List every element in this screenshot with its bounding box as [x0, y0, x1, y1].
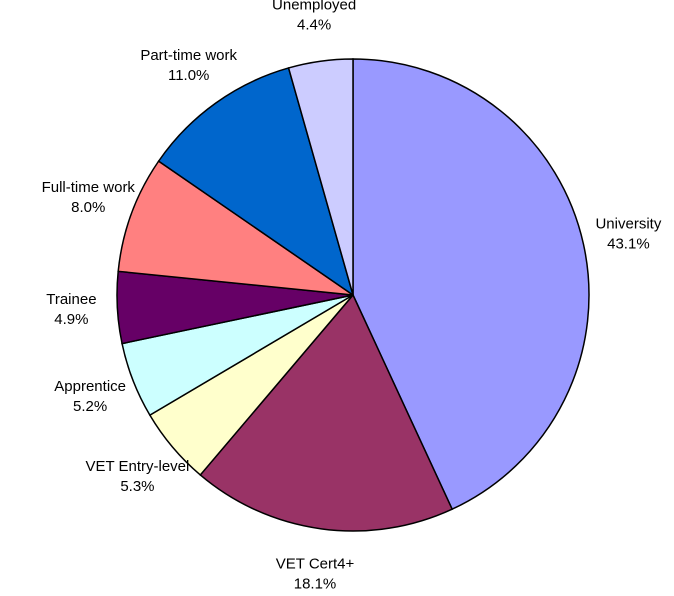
slice-label: VET Cert4+ [276, 555, 355, 572]
slice-value-label: 43.1% [607, 235, 650, 252]
pie-slice [199, 293, 454, 532]
slice-label: Unemployed [272, 0, 356, 14]
slice-label: Part-time work [140, 47, 237, 64]
slice-label: University [595, 215, 661, 232]
slice-value-label: 11.0% [168, 67, 209, 84]
slice-value-label: 8.0% [71, 199, 105, 216]
pie-slice [352, 58, 590, 511]
slice-label: Full-time work [42, 179, 136, 196]
slice-value-label: 18.1% [294, 575, 337, 591]
slice-label: Trainee [46, 291, 96, 308]
slice-value-label: 4.4% [297, 17, 331, 34]
slice-value-label: 4.9% [54, 311, 88, 328]
slice-label: Apprentice [54, 378, 126, 395]
pie-slice [117, 160, 354, 296]
pie-slice [287, 58, 354, 296]
slice-value-label: 5.3% [120, 478, 154, 495]
slice-value-label: 5.2% [73, 398, 107, 415]
slice-label: VET Entry-level [85, 458, 189, 475]
